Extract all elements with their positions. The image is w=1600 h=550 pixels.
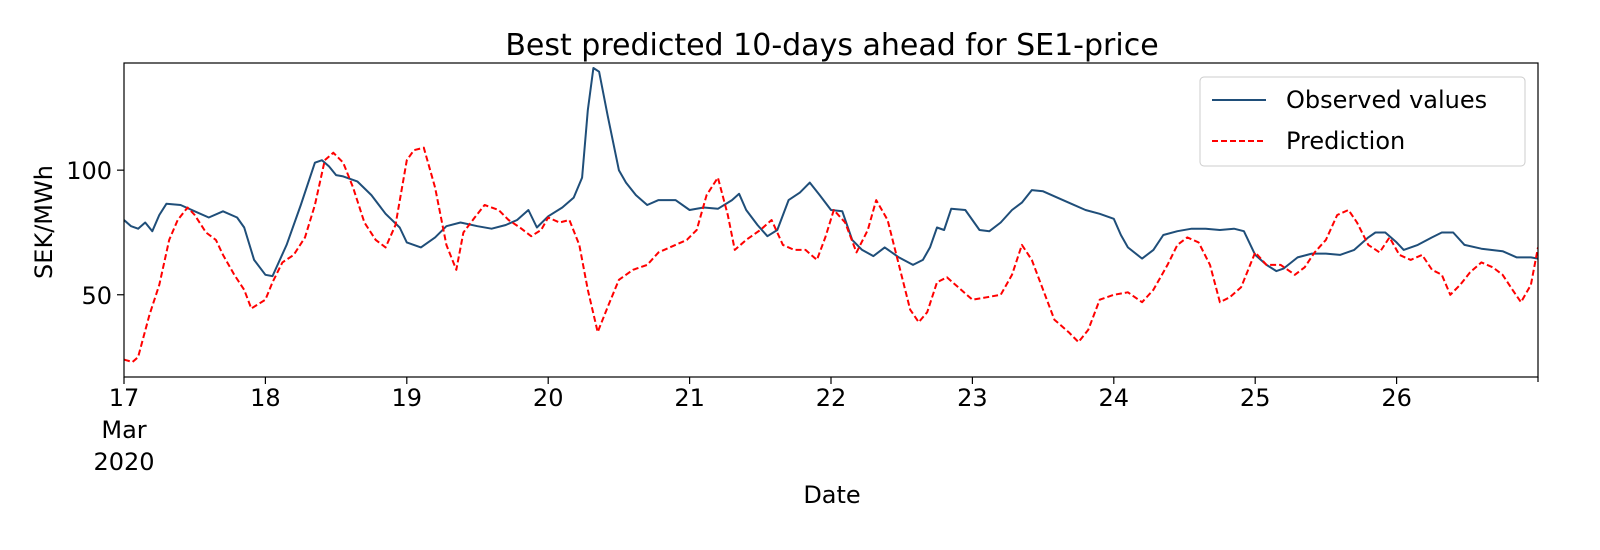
x-tick-label: 17 [109, 384, 140, 412]
series-line-observed-values [124, 67, 1538, 278]
legend-label-prediction: Prediction [1286, 127, 1405, 155]
x-tick-label: 25 [1240, 384, 1271, 412]
x-tick-label: 19 [392, 384, 423, 412]
y-axis-ticks: 50 100 [66, 157, 124, 310]
x-tick-label: 24 [1099, 384, 1130, 412]
x-tick-sublabel: Mar [101, 416, 146, 444]
chart-title: Best predicted 10-days ahead for SE1-pri… [505, 28, 1158, 63]
x-tick-label: 23 [957, 384, 988, 412]
y-tick-label: 50 [81, 282, 112, 310]
y-tick-label: 100 [66, 157, 112, 185]
y-axis-label: SEK/MWh [30, 165, 58, 279]
x-tick-label: 21 [674, 384, 705, 412]
legend: Observed values Prediction [1199, 76, 1526, 167]
x-tick-label: 20 [533, 384, 564, 412]
plot-lines [124, 67, 1538, 363]
series-line-prediction [124, 146, 1538, 363]
x-tick-label: 26 [1381, 384, 1412, 412]
legend-box [1199, 76, 1526, 167]
x-tick-label: 18 [250, 384, 281, 412]
x-axis-label: Date [803, 481, 860, 509]
legend-label-observed: Observed values [1286, 86, 1487, 114]
x-tick-sublabel: 2020 [93, 448, 154, 476]
x-axis-ticks: 17 Mar 2020 18 19 20 21 22 23 24 25 26 [93, 377, 1539, 476]
x-tick-label: 22 [816, 384, 847, 412]
